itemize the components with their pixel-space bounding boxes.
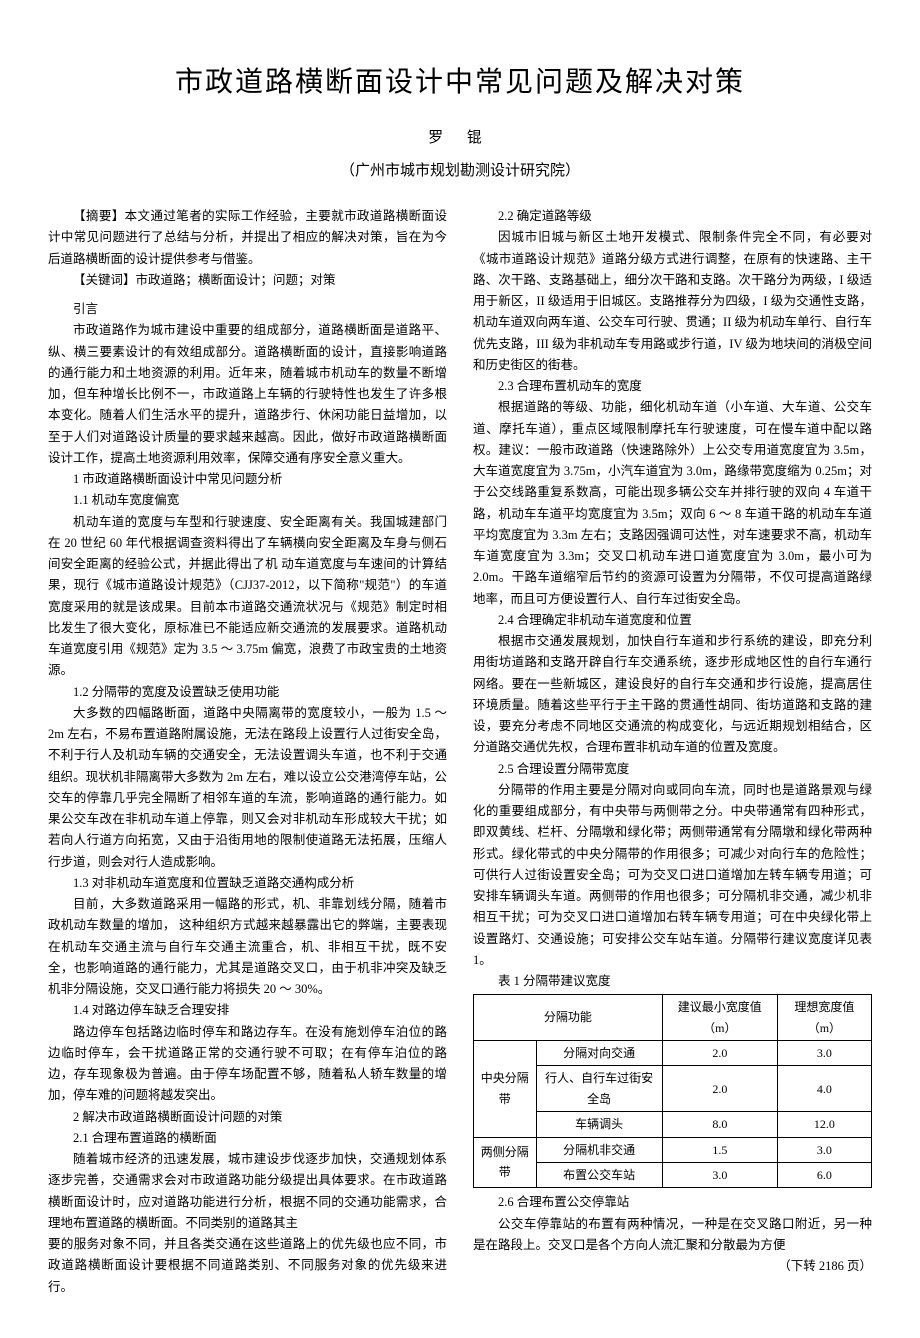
author: 罗 锟 <box>48 126 872 147</box>
table-cell: 1.5 <box>662 1137 777 1162</box>
table-cell: 分隔机非交通 <box>536 1137 662 1162</box>
table-1: 分隔功能 建议最小宽度值（m） 理想宽度值（m） 中央分隔带 分隔对向交通 2.… <box>473 994 872 1188</box>
section-2-1-text-a: 随着城市经济的迅速发展，城市建设步伐逐步加快，交通规划体系逐步完善，交通需求会对… <box>48 1149 447 1234</box>
section-1-2-heading: 1.2 分隔带的宽度及设置缺乏使用功能 <box>48 682 447 703</box>
section-2-5-text: 分隔带的作用主要是分隔对向或同向车流，同时也是道路景观与绿化的重要组成部分，有中… <box>473 780 872 971</box>
section-2-1-heading: 2.1 合理布置道路的横断面 <box>48 1128 447 1149</box>
table-cell: 3.0 <box>662 1162 777 1187</box>
body-columns: 【摘要】本文通过笔者的实际工作经验，主要就市政道路横断面设计中常见问题进行了总结… <box>48 206 872 1298</box>
table-cell: 3.0 <box>777 1041 871 1066</box>
table-block: 表 1 分隔带建议宽度 分隔功能 建议最小宽度值（m） 理想宽度值（m） 中央分… <box>473 971 872 1188</box>
section-1-3-text: 目前，大多数道路采用一幅路的形式，机、非靠划线分隔，随着市政机动车数量的增加， … <box>48 894 447 1000</box>
table-cell: 3.0 <box>777 1137 871 1162</box>
section-2-2-text: 因城市旧城与新区土地开发模式、限制条件完全不同，有必要对《城市道路设计规范》道路… <box>473 227 872 376</box>
affiliation: （广州市城市规划勘测设计研究院） <box>48 159 872 180</box>
intro-heading: 引言 <box>48 299 447 320</box>
table-cell: 分隔对向交通 <box>536 1041 662 1066</box>
section-1-2-text: 大多数的四幅路断面，道路中央隔离带的宽度较小，一般为 1.5 ～ 2m 左右，不… <box>48 703 447 873</box>
keywords-text: 市政道路；横断面设计；问题；对策 <box>136 273 336 287</box>
continued-marker: （下转 2186 页） <box>473 1256 872 1277</box>
table-cell: 车辆调头 <box>536 1112 662 1137</box>
table-header: 分隔功能 <box>474 995 663 1041</box>
table-row: 两侧分隔带 分隔机非交通 1.5 3.0 <box>474 1137 872 1162</box>
table-cell: 布置公交车站 <box>536 1162 662 1187</box>
table-cell: 2.0 <box>662 1041 777 1066</box>
table-header: 理想宽度值（m） <box>777 995 871 1041</box>
section-1-4-heading: 1.4 对路边停车缺乏合理安排 <box>48 1000 447 1021</box>
section-2-heading: 2 解决市政道路横断面设计问题的对策 <box>48 1107 447 1128</box>
table-cell: 12.0 <box>777 1112 871 1137</box>
section-2-2-heading: 2.2 确定道路等级 <box>473 206 872 227</box>
table-cell: 8.0 <box>662 1112 777 1137</box>
section-1-1-heading: 1.1 机动车宽度偏宽 <box>48 490 447 511</box>
section-2-4-heading: 2.4 合理确定非机动车道宽度和位置 <box>473 610 872 631</box>
section-2-6-text: 公交车停靠站的布置有两种情况，一种是在交叉路口附近，另一种是在路段上。交叉口是各… <box>473 1214 872 1257</box>
paper-title: 市政道路横断面设计中常见问题及解决对策 <box>48 60 872 100</box>
table-cell: 2.0 <box>662 1066 777 1112</box>
section-2-6-heading: 2.6 合理布置公交停靠站 <box>473 1192 872 1213</box>
keywords: 【关键词】市政道路；横断面设计；问题；对策 <box>48 270 447 291</box>
table-cell: 两侧分隔带 <box>474 1137 537 1188</box>
table-row: 分隔功能 建议最小宽度值（m） 理想宽度值（m） <box>474 995 872 1041</box>
table-1-caption: 表 1 分隔带建议宽度 <box>473 971 872 992</box>
section-1-4-text: 路边停车包括路边临时停车和路边存车。在没有施划停车泊位的路边临时停车，会干扰道路… <box>48 1022 447 1107</box>
table-cell: 6.0 <box>777 1162 871 1187</box>
table-cell: 4.0 <box>777 1066 871 1112</box>
section-2-3-text: 根据道路的等级、功能，细化机动车道（小车道、大车道、公交车道、摩托车道），重点区… <box>473 397 872 610</box>
table-row: 中央分隔带 分隔对向交通 2.0 3.0 <box>474 1041 872 1066</box>
section-1-3-heading: 1.3 对非机动车道宽度和位置缺乏道路交通构成分析 <box>48 873 447 894</box>
section-1-1-text: 机动车道的宽度与车型和行驶速度、安全距离有关。我国城建部门在 20 世纪 60 … <box>48 512 447 682</box>
section-2-1-text-b: 要的服务对象不同，并且各类交通在这些道路上的优先级也应不同，市政道路横断面设计要… <box>48 1234 447 1298</box>
section-1-heading: 1 市政道路横断面设计中常见问题分析 <box>48 469 447 490</box>
section-2-3-heading: 2.3 合理布置机动车的宽度 <box>473 376 872 397</box>
table-cell: 行人、自行车过街安全岛 <box>536 1066 662 1112</box>
section-2-4-text: 根据市交通发展规划，加快自行车道和步行系统的建设，即充分利用街坊道路和支路开辟自… <box>473 631 872 759</box>
section-2-5-heading: 2.5 合理设置分隔带宽度 <box>473 759 872 780</box>
spacer <box>48 291 447 299</box>
intro-text: 市政道路作为城市建设中重要的组成部分，道路横断面是道路平、纵、横三要素设计的有效… <box>48 320 447 469</box>
table-cell: 中央分隔带 <box>474 1041 537 1138</box>
abstract: 【摘要】本文通过笔者的实际工作经验，主要就市政道路横断面设计中常见问题进行了总结… <box>48 206 447 270</box>
table-header: 建议最小宽度值（m） <box>662 995 777 1041</box>
keywords-label: 【关键词】 <box>73 273 136 287</box>
abstract-label: 【摘要】 <box>73 209 125 223</box>
